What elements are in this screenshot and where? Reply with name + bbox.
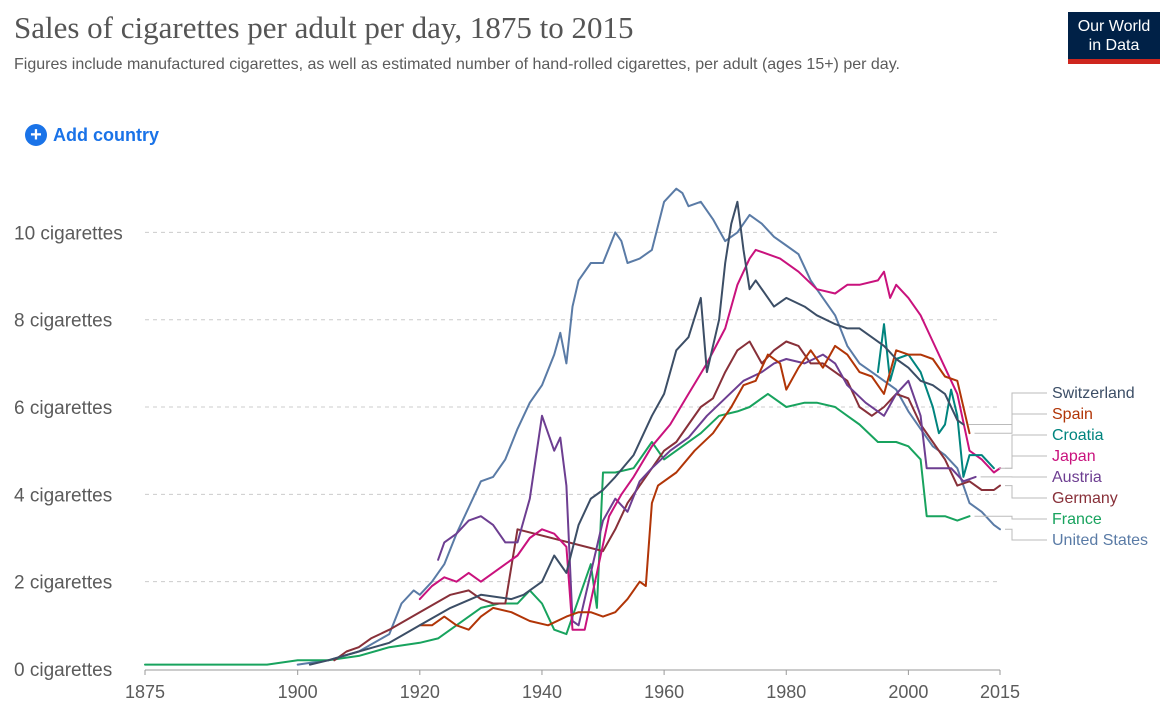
y-tick-label: 0 cigarettes — [14, 660, 112, 681]
legend-leader-line — [968, 392, 1047, 425]
legend-leader-line — [998, 434, 1047, 469]
logo-line-1: Our World — [1077, 18, 1151, 35]
y-tick-label: 6 cigarettes — [14, 398, 112, 419]
series-line-germany[interactable] — [333, 340, 1001, 662]
legend-leader-line — [1005, 485, 1047, 499]
x-tick-label: 1900 — [278, 682, 318, 702]
x-tick-label: 2015 — [980, 682, 1020, 702]
series-line-switzerland[interactable] — [308, 200, 965, 666]
series-lines — [144, 187, 1001, 666]
owid-logo[interactable]: Our World in Data — [1068, 12, 1160, 64]
series-line-united-states[interactable] — [296, 187, 1001, 666]
legend-entry-united-states[interactable]: United States — [1052, 532, 1148, 549]
x-tick-label: 1875 — [125, 682, 165, 702]
x-tick-label: 2000 — [888, 682, 928, 702]
legend-leader-line — [974, 413, 1047, 434]
x-tick-label: 1960 — [644, 682, 684, 702]
series-line-croatia[interactable] — [876, 323, 995, 478]
legend-leader-line — [974, 515, 1047, 520]
add-country-label: Add country — [53, 124, 159, 145]
legend: Switzerland Spain Croatia Japan Austria Germa… — [968, 385, 1148, 549]
series-line-france[interactable] — [144, 392, 971, 666]
legend-entry-germany[interactable]: Germany — [1052, 490, 1118, 507]
plus-circle-icon: + — [25, 124, 47, 146]
y-tick-label: 4 cigarettes — [14, 485, 112, 506]
axes: 0 cigarettes 2 cigarettes 4 cigarettes 6 ci… — [14, 223, 1020, 702]
legend-entry-japan[interactable]: Japan — [1052, 448, 1096, 465]
chart-subtitle: Figures include manufactured cigarettes,… — [14, 56, 900, 73]
x-tick-label: 1920 — [400, 682, 440, 702]
y-tick-label: 2 cigarettes — [14, 573, 112, 594]
series-line-japan[interactable] — [418, 248, 1001, 631]
legend-entry-france[interactable]: France — [1052, 511, 1102, 528]
series-line-spain[interactable] — [418, 344, 971, 631]
add-country-button[interactable]: + Add country — [25, 124, 159, 146]
y-tick-label: 10 cigarettes — [14, 223, 123, 244]
legend-leader-line — [1005, 455, 1047, 469]
chart-title: Sales of cigarettes per adult per day, 1… — [14, 10, 634, 45]
legend-entry-switzerland[interactable]: Switzerland — [1052, 385, 1135, 402]
grid-lines — [145, 231, 1000, 583]
legend-entry-spain[interactable]: Spain — [1052, 406, 1093, 423]
legend-entry-croatia[interactable]: Croatia — [1052, 427, 1104, 444]
x-tick-label: 1980 — [766, 682, 806, 702]
x-tick-label: 1940 — [522, 682, 562, 702]
legend-leader-line — [1005, 528, 1047, 541]
legend-entry-austria[interactable]: Austria — [1052, 469, 1102, 486]
y-tick-label: 8 cigarettes — [14, 311, 112, 332]
series-line-austria[interactable] — [437, 353, 977, 627]
logo-line-2: in Data — [1088, 37, 1140, 54]
